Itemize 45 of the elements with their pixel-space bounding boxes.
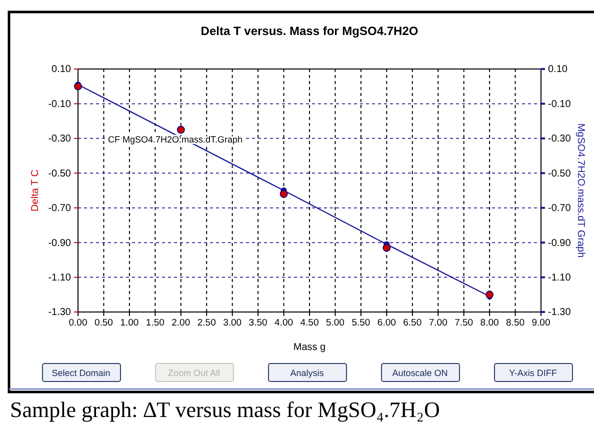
button: Select Domain: [42, 363, 121, 382]
y-axis-title: Delta T C: [30, 170, 41, 212]
y2-axis-title: MgSO4.7H2O.mass.dT Graph: [575, 123, 586, 258]
y-tick-label: 0.10: [52, 64, 72, 76]
y-tick-label: -0.50: [48, 168, 72, 180]
x-tick-label: 8.50: [506, 318, 525, 329]
y-tick-label: -0.10: [48, 98, 72, 110]
x-tick-label: 4.50: [300, 318, 319, 329]
x-tick-label: 8.00: [480, 318, 499, 329]
button: Y-Axis DIFF: [494, 363, 573, 382]
y-tick-label: -1.30: [48, 307, 72, 318]
x-tick-label: 3.00: [223, 318, 242, 329]
x-tick-label: 6.00: [377, 318, 396, 329]
x-tick-label: 1.50: [146, 318, 164, 329]
button: Zoom Out All: [155, 363, 234, 382]
x-tick-label: 1.00: [120, 318, 139, 329]
y2-tick-label: -0.30: [548, 134, 572, 145]
y-tick-label: -0.30: [48, 134, 72, 145]
x-tick-label: 3.50: [248, 318, 268, 329]
x-tick-label: 4.00: [274, 318, 294, 329]
x-tick-label: 7.00: [428, 318, 448, 329]
x-tick-label: 2.50: [197, 318, 216, 329]
x-axis-title: Mass g: [293, 342, 326, 353]
x-tick-label: 2.00: [172, 318, 190, 329]
x-tick-label: 7.50: [454, 318, 474, 329]
chart-title: Delta T versus. Mass for MgSO4.7H2O: [200, 24, 418, 38]
y-tick-label: -0.70: [48, 203, 72, 214]
y-tick-label: -0.90: [48, 238, 72, 249]
x-tick-label: 6.50: [403, 318, 422, 329]
text: Sample graph: ∆T versus mass for MgSO₄.7H₂O: [10, 397, 440, 422]
x-tick-label: 0.00: [68, 318, 88, 329]
y-tick-label: -1.10: [48, 272, 72, 284]
button: Analysis: [268, 363, 347, 382]
y2-tick-label: -0.10: [548, 98, 572, 110]
x-tick-label: 0.50: [94, 318, 113, 329]
x-tick-label: 9.00: [532, 318, 550, 329]
x-tick-label: 5.00: [326, 318, 344, 329]
y2-tick-label: -0.90: [548, 238, 572, 249]
y2-tick-label: 0.10: [548, 64, 568, 76]
button: Autoscale ON: [381, 363, 460, 382]
y2-tick-label: -1.30: [548, 307, 572, 318]
y2-tick-label: -0.50: [548, 168, 572, 180]
x-tick-label: 5.50: [352, 318, 370, 329]
y2-tick-label: -1.10: [548, 272, 572, 284]
y2-tick-label: -0.70: [548, 203, 572, 214]
